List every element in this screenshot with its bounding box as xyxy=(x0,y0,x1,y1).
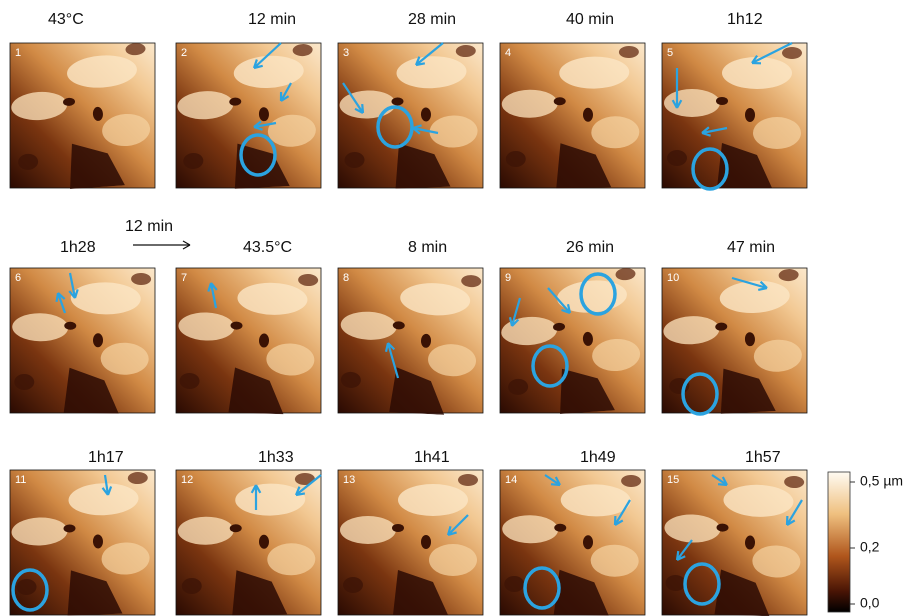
afm-panel: 13 1h41 xyxy=(337,449,484,616)
panel-number: 13 xyxy=(343,474,355,486)
highlight-circle xyxy=(531,344,569,388)
colorbar-label: 0,5 µm xyxy=(860,473,903,489)
panel-number: 7 xyxy=(181,272,187,284)
panel-number: 2 xyxy=(181,47,187,59)
highlight-circle xyxy=(376,105,414,149)
highlight-arrow xyxy=(675,539,693,562)
highlight-circle xyxy=(681,372,719,416)
afm-panel: 6 1h28 xyxy=(9,239,156,415)
highlight-arrow xyxy=(342,82,365,114)
highlight-arrow xyxy=(414,42,444,67)
highlight-arrow xyxy=(250,484,262,510)
highlight-arrow xyxy=(294,474,322,497)
highlight-arrow xyxy=(785,499,803,526)
highlight-arrow xyxy=(412,124,439,135)
panel-number: 8 xyxy=(343,272,349,284)
highlight-circle xyxy=(691,147,729,191)
highlight-arrow xyxy=(671,68,683,109)
panel-label: 1h28 xyxy=(60,239,96,256)
highlight-arrow xyxy=(252,42,282,70)
afm-panel: 10 47 min xyxy=(660,239,808,417)
panel-label: 8 min xyxy=(408,239,447,256)
panel-number: 14 xyxy=(505,474,517,486)
highlight-arrow xyxy=(446,514,469,537)
panel-label: 43.5°C xyxy=(243,239,292,256)
panel-number: 1 xyxy=(15,47,21,59)
panel-label: 28 min xyxy=(408,11,456,28)
highlight-arrow xyxy=(731,276,768,292)
afm-panel: 14 1h49 xyxy=(499,449,646,616)
highlight-arrow xyxy=(384,342,400,379)
panel-label: 43°C xyxy=(48,11,84,28)
highlight-arrow xyxy=(55,292,67,314)
panel-number: 5 xyxy=(667,47,673,59)
panel-label: 1h33 xyxy=(258,449,294,466)
highlight-circle xyxy=(683,562,721,606)
panel-label: 12 min xyxy=(248,11,296,28)
interval-note: 12 min xyxy=(125,218,173,235)
afm-panel: 3 28 min xyxy=(337,11,484,191)
afm-panel: 7 43.5°C xyxy=(175,239,322,416)
panel-number: 12 xyxy=(181,474,193,486)
panel-number: 11 xyxy=(15,474,26,486)
afm-panel: 8 8 min xyxy=(336,239,484,417)
afm-panel: 15 1h57 xyxy=(661,449,808,616)
panel-label: 40 min xyxy=(566,11,614,28)
afm-panel: 9 26 min xyxy=(497,239,646,418)
panel-label: 1h41 xyxy=(414,449,450,466)
panel-number: 3 xyxy=(343,47,349,59)
colorbar-label: 0,0 xyxy=(860,595,880,611)
afm-panel: 12 1h33 xyxy=(175,449,322,616)
highlight-arrow xyxy=(701,126,728,137)
highlight-arrow xyxy=(613,499,631,526)
panel-grid: 1 43°C 2 12 min 3 28 min 4 40 min 5 1h12 6 1h28 7 43.… xyxy=(7,11,808,616)
afm-panel: 4 40 min xyxy=(499,11,646,190)
panel-number: 10 xyxy=(667,272,679,284)
panel-label: 47 min xyxy=(727,239,775,256)
panel-label: 1h49 xyxy=(580,449,616,466)
panel-number: 15 xyxy=(667,474,679,486)
panel-number: 6 xyxy=(15,272,21,284)
highlight-circle xyxy=(239,133,277,177)
highlight-arrow xyxy=(544,474,561,487)
highlight-arrow xyxy=(279,82,292,102)
panel-number: 9 xyxy=(505,272,511,284)
panel-label: 1h17 xyxy=(88,449,124,466)
highlight-arrow xyxy=(101,474,113,496)
highlight-arrow xyxy=(751,42,793,65)
panel-label: 26 min xyxy=(566,239,614,256)
highlight-arrow xyxy=(508,297,522,327)
highlight-circle xyxy=(523,566,561,610)
afm-panel: 1 43°C xyxy=(7,11,156,193)
panel-number: 4 xyxy=(505,47,511,59)
highlight-circle xyxy=(11,568,49,612)
highlight-circle xyxy=(579,272,617,316)
highlight-arrow xyxy=(711,474,728,487)
afm-panel: 5 1h12 xyxy=(661,11,808,191)
colorbar: 0,5 µm 0,2 0,0 xyxy=(827,471,903,613)
afm-panel: 2 12 min xyxy=(174,11,322,192)
panel-label: 1h57 xyxy=(745,449,781,466)
afm-panel: 11 1h17 xyxy=(9,449,156,616)
highlight-arrow xyxy=(253,120,277,131)
highlight-arrow xyxy=(68,272,79,299)
interval-arrow: 12 min xyxy=(125,218,191,250)
panel-label: 1h12 xyxy=(727,11,763,28)
highlight-arrow xyxy=(547,287,572,315)
colorbar-label: 0,2 xyxy=(860,539,880,555)
highlight-arrow xyxy=(207,282,218,309)
